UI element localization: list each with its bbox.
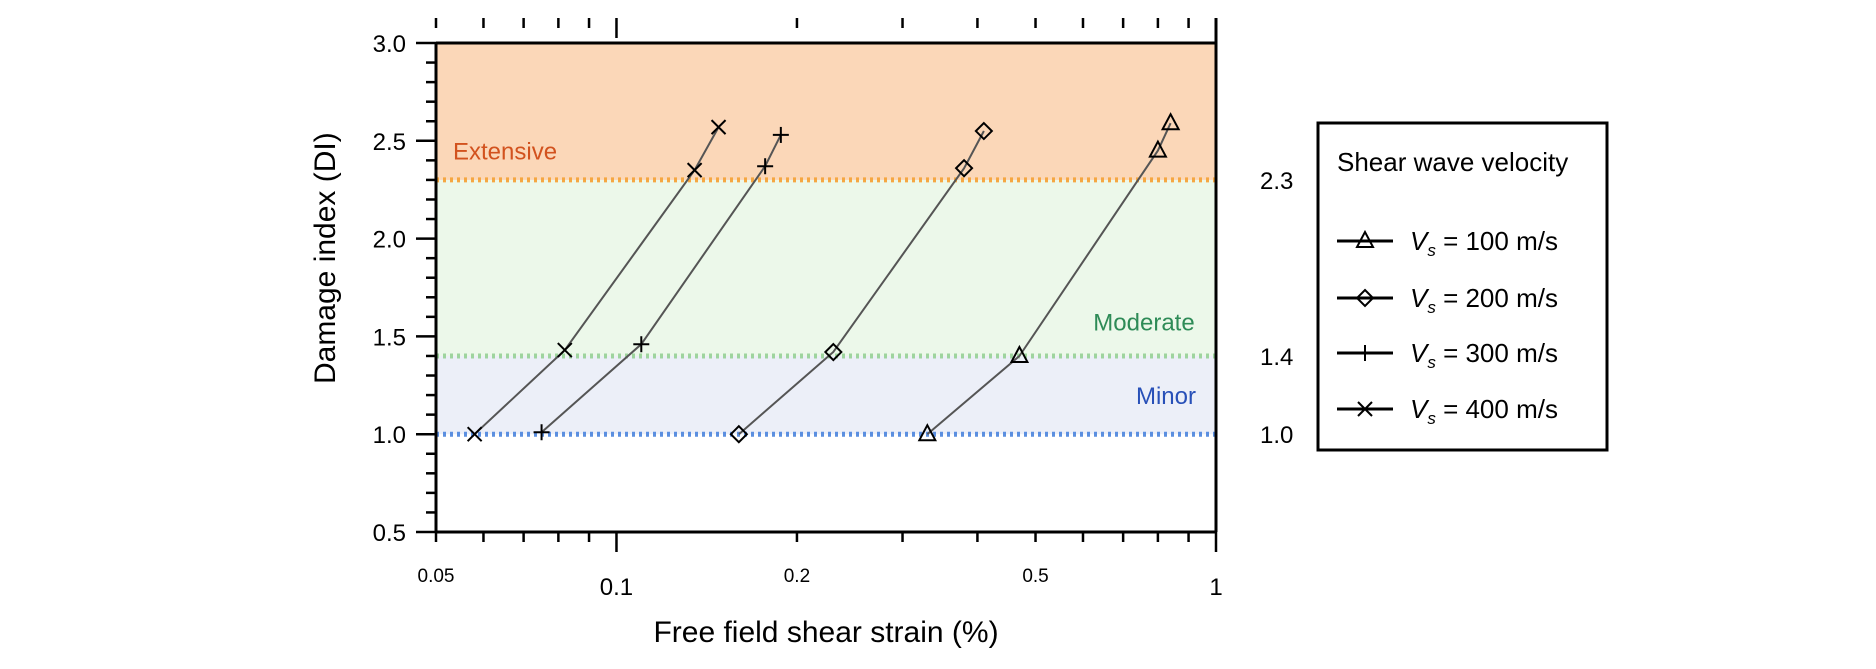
series-markers bbox=[466, 112, 1181, 444]
zone-labels: Minor Moderate Extensive bbox=[453, 139, 1196, 410]
data-point-triangle-3 bbox=[1160, 112, 1181, 131]
series-line-x bbox=[473, 126, 720, 435]
data-point-x-3-b bbox=[710, 119, 727, 135]
data-point-plus-3 bbox=[772, 126, 789, 143]
legend-marker-x-b bbox=[1357, 401, 1373, 417]
legend-title: Shear wave velocity bbox=[1337, 147, 1568, 177]
minor-zone bbox=[436, 355, 1216, 435]
threshold-label-minor: 1.0 bbox=[1260, 422, 1293, 449]
data-point-x-2 bbox=[686, 162, 703, 178]
y-tick-label: 2.0 bbox=[373, 227, 406, 254]
y-tick-label: 3.0 bbox=[373, 31, 406, 58]
data-point-plus-0 bbox=[533, 424, 550, 441]
legend: Shear wave velocity Vs = 100 m/s Vs = 200 … bbox=[1316, 121, 1609, 452]
data-point-plus-2 bbox=[757, 158, 774, 175]
legend-label: Vs = 300 m/s bbox=[1410, 338, 1558, 372]
threshold-label-extensive: 2.3 bbox=[1260, 168, 1293, 195]
x-tick-label: 0.5 bbox=[1022, 566, 1048, 587]
data-point-triangle-2 bbox=[1148, 139, 1168, 158]
x-tick-label: 1 bbox=[1209, 574, 1222, 601]
legend-label: Vs = 100 m/s bbox=[1410, 226, 1558, 260]
data-point-triangle-0 bbox=[917, 423, 938, 442]
data-point-triangle-1 bbox=[1009, 344, 1030, 363]
axes: 0.5 1.0 1.5 2.0 2.5 3.0 0.05 0.1 0.2 0.5 1 Free fie… bbox=[309, 18, 1223, 649]
data-point-diamond-1 bbox=[823, 342, 843, 362]
series-line-triangle bbox=[926, 122, 1172, 435]
data-point-x-3 bbox=[710, 119, 727, 135]
zone-label-extensive: Extensive bbox=[453, 139, 557, 166]
data-point-plus-1 bbox=[633, 336, 650, 353]
data-point-x-0 bbox=[466, 426, 483, 442]
legend-marker-x bbox=[1357, 401, 1373, 417]
data-point-x-2-b bbox=[686, 162, 703, 178]
zone-label-moderate: Moderate bbox=[1093, 310, 1194, 337]
data-point-x-1-b bbox=[557, 342, 573, 358]
y-axis-title: Damage index (DI) bbox=[309, 132, 342, 384]
moderate-zone bbox=[436, 179, 1216, 356]
damage-zones bbox=[436, 43, 1216, 435]
data-point-diamond-3 bbox=[974, 121, 994, 141]
legend-label: Vs = 200 m/s bbox=[1410, 283, 1558, 317]
legend-box bbox=[1316, 121, 1609, 452]
legend-marker-triangle bbox=[1355, 229, 1375, 248]
threshold-label-moderate: 1.4 bbox=[1260, 344, 1293, 371]
threshold-lines: 1.0 1.4 2.3 bbox=[436, 168, 1293, 449]
legend-label: Vs = 400 m/s bbox=[1410, 394, 1558, 428]
x-axis-title: Free field shear strain (%) bbox=[653, 616, 998, 649]
data-point-diamond-2 bbox=[954, 158, 974, 178]
y-tick-label: 2.5 bbox=[373, 129, 406, 156]
y-tick-label: 1.5 bbox=[373, 324, 406, 351]
zone-label-minor: Minor bbox=[1136, 383, 1196, 410]
extensive-zone bbox=[436, 43, 1216, 180]
series-line-diamond bbox=[738, 130, 985, 435]
series-lines bbox=[473, 122, 1172, 435]
x-tick-label: 0.2 bbox=[784, 566, 810, 587]
data-point-x-0-b bbox=[466, 426, 483, 442]
x-tick-label: 0.1 bbox=[600, 574, 633, 601]
data-point-x-1 bbox=[557, 342, 573, 358]
legend-marker-plus bbox=[1357, 345, 1373, 361]
y-tick-label: 0.5 bbox=[373, 520, 406, 547]
y-tick-label: 1.0 bbox=[373, 422, 406, 449]
series-line-plus bbox=[540, 134, 782, 433]
legend-marker-diamond bbox=[1355, 288, 1375, 308]
data-point-diamond-0 bbox=[729, 424, 749, 444]
x-tick-label: 0.05 bbox=[418, 566, 455, 587]
